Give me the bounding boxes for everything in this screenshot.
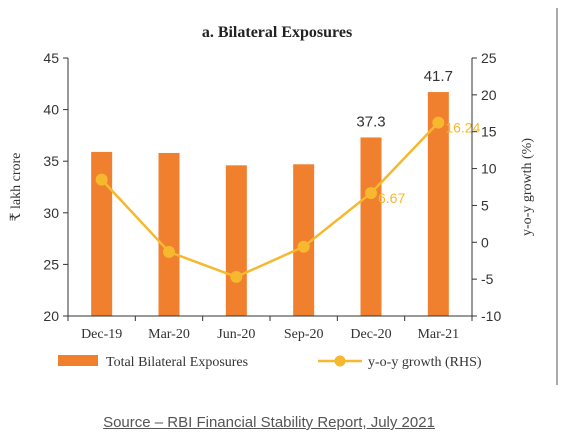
bar	[91, 151, 113, 316]
growth-point	[297, 240, 310, 253]
y2-tick-label: 25	[481, 50, 497, 66]
legend: Total Bilateral Exposures y-o-y growth (…	[58, 355, 482, 370]
y-axis-label: ₹ lakh crore	[9, 153, 24, 222]
legend-line-marker	[334, 355, 346, 367]
y-tick-label: 45	[43, 50, 59, 66]
y2-tick-label: 10	[481, 161, 497, 177]
y2-tick-label: 0	[481, 234, 489, 250]
x-tick-label: Sep-20	[284, 327, 324, 342]
chart: a. Bilateral Exposures 37.3 41.7 6.67 16.2…	[9, 8, 558, 385]
bar-data-label: 41.7	[424, 68, 453, 85]
bar	[225, 165, 247, 316]
legend-bar-swatch	[58, 355, 98, 366]
x-axis-ticks: Dec-19 Mar-20 Jun-20 Sep-20 Dec-20 Mar-21	[67, 316, 473, 342]
y2-tick-label: 5	[481, 197, 489, 213]
x-tick-label: Jun-20	[217, 327, 255, 342]
y-tick-label: 35	[43, 153, 59, 169]
right-axis-ticks: -10 -5 0 5 10 15 20 25	[472, 50, 501, 324]
growth-data-label: 6.67	[378, 190, 405, 206]
y2-tick-label: 15	[481, 124, 497, 140]
bar-data-label: 37.3	[356, 113, 385, 130]
bar	[293, 164, 315, 316]
x-tick-label: Mar-21	[417, 327, 459, 342]
growth-line	[100, 121, 440, 279]
y-tick-label: 40	[43, 102, 59, 118]
x-tick-label: Mar-20	[148, 327, 190, 342]
y-tick-label: 30	[43, 205, 59, 221]
growth-point	[230, 270, 243, 283]
x-tick-label: Dec-19	[81, 327, 122, 342]
legend-bar-label: Total Bilateral Exposures	[106, 355, 248, 370]
growth-point	[163, 245, 175, 258]
x-tick-label: Dec-20	[350, 327, 391, 342]
line-layer: 6.67 16.24	[95, 116, 481, 283]
left-axis-ticks: 20 25 30 35 40 45	[43, 50, 68, 324]
growth-data-label: 16.24	[445, 120, 480, 136]
source-note: Source – RBI Financial Stability Report,…	[103, 414, 435, 431]
y2-tick-label: -5	[481, 271, 494, 287]
growth-point	[365, 187, 377, 200]
chart-title: a. Bilateral Exposures	[202, 24, 352, 41]
y2-axis-label: y-o-y growth (%)	[520, 138, 535, 236]
y-tick-label: 25	[43, 256, 59, 272]
bar	[158, 152, 180, 316]
bar	[427, 92, 449, 316]
y2-tick-label: -10	[481, 308, 501, 324]
y-tick-label: 20	[43, 308, 59, 324]
growth-point	[432, 116, 445, 129]
legend-line-label: y-o-y growth (RHS)	[368, 355, 482, 370]
y2-tick-label: 20	[481, 87, 497, 103]
bar	[360, 137, 382, 316]
growth-point	[95, 173, 108, 186]
